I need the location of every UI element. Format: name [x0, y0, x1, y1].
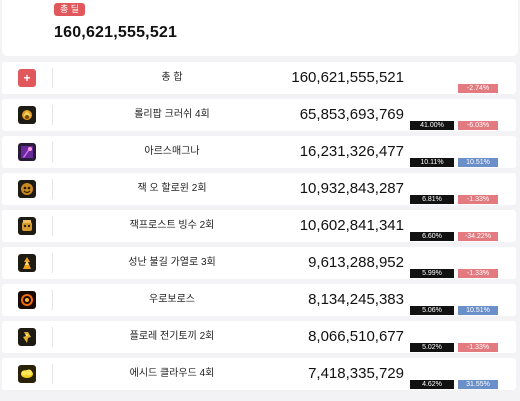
skill-name: 에시드 클라우드 4회: [129, 368, 215, 379]
skill-name: 성난 불길 가열로 3회: [128, 257, 216, 268]
skill-damage: 160,621,555,521: [291, 69, 404, 86]
divider: [52, 327, 53, 347]
skill-damage: 7,418,335,729: [308, 365, 404, 382]
delta-badge: 10.51%: [458, 158, 498, 167]
list-item[interactable]: 롤리팝 크러쉬 4회 65,853,693,769 41.00% -6.03%: [2, 99, 516, 131]
skill-name: 롤리팝 크러쉬 4회: [134, 109, 210, 120]
skill-name: 우로보로스: [149, 294, 195, 305]
skill-name: 잭프로스트 빙수 2회: [129, 220, 215, 231]
skill-name: 잭 오 할로윈 2회: [137, 183, 207, 194]
skill-damage: 9,613,288,952: [308, 254, 404, 271]
skill-damage: 8,066,510,677: [308, 328, 404, 345]
list-item[interactable]: 에시드 클라우드 4회 7,418,335,729 4.62% 31.55%: [2, 358, 516, 390]
delta-badge: -6.03%: [458, 121, 498, 130]
share-badge: 41.00%: [410, 121, 454, 130]
delta-badge: 31.55%: [458, 380, 498, 389]
delta-badge: -1.33%: [458, 343, 498, 352]
list-item[interactable]: 성난 불길 가열로 3회 9,613,288,952 5.99% -1.33%: [2, 247, 516, 279]
skill-icon: [18, 328, 36, 346]
skill-damage: 65,853,693,769: [299, 106, 404, 123]
delta-badge: -1.33%: [458, 195, 498, 204]
total-damage-value: 160,621,555,521: [54, 24, 178, 41]
share-badge: 4.62%: [410, 380, 454, 389]
list-item-total[interactable]: + 총 합 160,621,555,521 -2.74%: [2, 62, 516, 94]
skill-name: 아르스매그나: [144, 146, 200, 157]
share-badge: 6.81%: [410, 195, 454, 204]
divider: [52, 105, 53, 125]
skill-icon: [18, 254, 36, 272]
list-item[interactable]: 잭프로스트 빙수 2회 10,602,841,341 6.60% -34.22%: [2, 210, 516, 242]
list-item[interactable]: 우로보로스 8,134,245,383 5.06% 10.51%: [2, 284, 516, 316]
skill-damage: 10,602,841,341: [299, 217, 404, 234]
total-damage-badge: 총 딜: [54, 3, 86, 16]
delta-badge: -1.33%: [458, 269, 498, 278]
divider: [52, 179, 53, 199]
skill-icon: [18, 365, 36, 383]
divider: [52, 142, 53, 162]
list-item[interactable]: 아르스매그나 16,231,326,477 10.11% 10.51%: [2, 136, 516, 168]
skill-icon: [18, 143, 36, 161]
delta-badge: -2.74%: [458, 84, 498, 93]
delta-badge: -34.22%: [458, 232, 498, 241]
share-badge: 5.99%: [410, 269, 454, 278]
skill-icon: [18, 180, 36, 198]
skill-damage: 8,134,245,383: [308, 291, 404, 308]
list-item[interactable]: 플로레 전기토끼 2회 8,066,510,677 5.02% -1.33%: [2, 321, 516, 353]
delta-badge: 10.51%: [458, 306, 498, 315]
share-badge: 5.02%: [410, 343, 454, 352]
divider: [52, 290, 53, 310]
skill-damage: 10,932,843,287: [299, 180, 404, 197]
share-badge: 5.06%: [410, 306, 454, 315]
share-badge: 6.60%: [410, 232, 454, 241]
divider: [52, 364, 53, 384]
plus-icon: +: [18, 69, 36, 87]
skill-icon: [18, 106, 36, 124]
list-item[interactable]: 잭 오 할로윈 2회 10,932,843,287 6.81% -1.33%: [2, 173, 516, 205]
divider: [52, 216, 53, 236]
divider: [52, 68, 53, 88]
skill-name: 플로레 전기토끼 2회: [129, 331, 215, 342]
skill-damage: 16,231,326,477: [299, 143, 404, 160]
skill-icon: [18, 217, 36, 235]
divider: [52, 253, 53, 273]
share-badge: 10.11%: [410, 158, 454, 167]
total-damage-summary: 총 딜 160,621,555,521: [2, 0, 518, 56]
skill-icon: [18, 291, 36, 309]
skill-name: 총 합: [161, 72, 183, 83]
